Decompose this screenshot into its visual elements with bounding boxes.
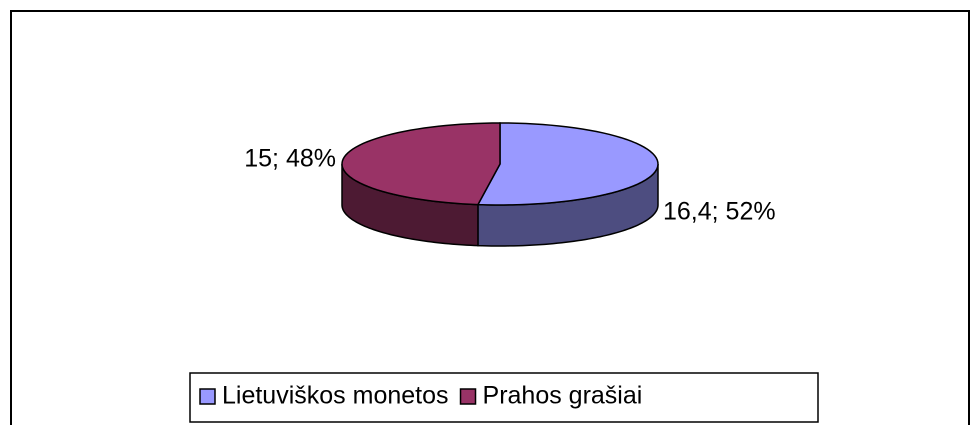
- legend-box: [189, 372, 819, 423]
- data-label: 16,4; 52%: [663, 198, 776, 226]
- chart-border: [10, 10, 970, 425]
- data-label: 15; 48%: [244, 145, 336, 173]
- pie-slice: [476, 122, 659, 206]
- legend-swatch: [459, 388, 477, 405]
- legend-label: Lietuviškos monetos: [222, 382, 449, 410]
- legend-swatch: [199, 388, 216, 405]
- pie-slice: [341, 122, 501, 206]
- legend-label: Prahos grašiai: [483, 382, 643, 410]
